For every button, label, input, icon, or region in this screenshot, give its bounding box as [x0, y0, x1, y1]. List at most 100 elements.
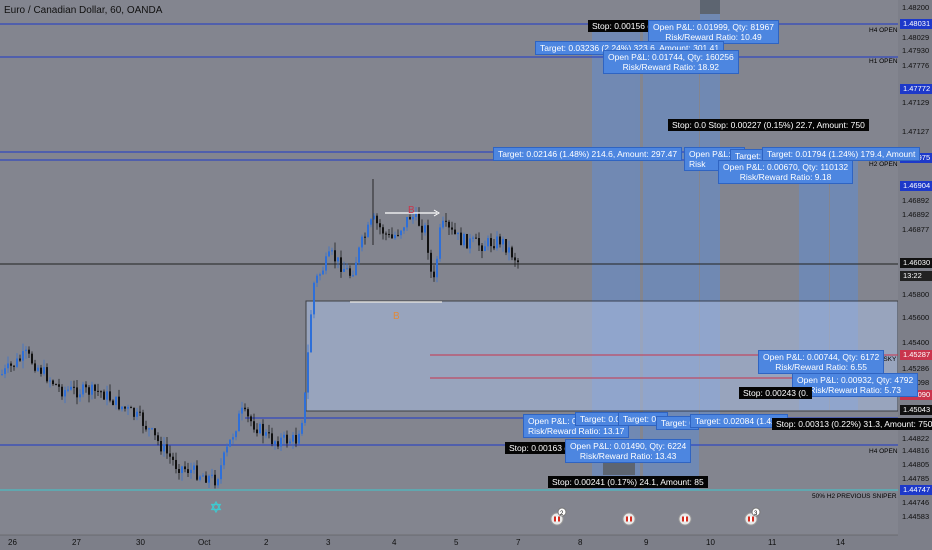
candle-body [394, 234, 396, 239]
time-tick: Oct [198, 538, 211, 547]
stop-label[interactable]: Stop: 0.00243 (0. [739, 387, 813, 399]
candle-body [73, 386, 75, 388]
candle-body [517, 260, 519, 263]
candle-body [181, 466, 183, 473]
candle-body [283, 434, 285, 438]
candle-body [115, 396, 117, 406]
candle-body [34, 363, 36, 371]
candle-body [262, 423, 264, 436]
candle-body [133, 407, 135, 417]
candle-body [46, 367, 48, 382]
current-price-tag: 1.46030 [900, 258, 932, 268]
candle-body [454, 229, 456, 235]
candle-body [205, 475, 207, 483]
stop-label[interactable]: Stop: 0.00241 (0.17%) 24.1, Amount: 85 [548, 476, 708, 488]
candle-body [40, 367, 42, 374]
candle-body [451, 227, 453, 230]
event-flags[interactable]: 2 3 [550, 507, 761, 526]
candle-body [472, 237, 474, 239]
time-tick: 8 [578, 538, 583, 547]
candle-body [337, 257, 339, 262]
price-tag: 1.44747 [900, 485, 932, 495]
candle-body [250, 416, 252, 422]
candle-body [496, 236, 498, 249]
candle-body [118, 396, 120, 410]
position-pnl-label[interactable]: Open P&L: 0.00932, Qty: 4792 Risk/Reward … [792, 373, 919, 397]
flag-canada-icon [678, 512, 692, 526]
candle-body [244, 407, 246, 410]
candle-body [289, 441, 291, 444]
candle-body [310, 314, 312, 353]
position-pnl-label[interactable]: Open P&L: 0.00744, Qty: 6172 Risk/Reward … [758, 350, 885, 374]
stop-label[interactable]: Stop: 0.00163 (0. [505, 442, 579, 454]
candle-body [55, 384, 57, 386]
price-tick: 1.44583 [902, 512, 930, 521]
target-label[interactable]: Target: 0.0 [575, 412, 626, 426]
candle-body [199, 476, 201, 480]
candle-body [13, 365, 15, 367]
candle-body [286, 434, 288, 444]
time-tick: 3 [326, 538, 331, 547]
candle-body [514, 257, 516, 261]
candle-body [502, 238, 504, 245]
pnl-line: Open P&L: 0.00670, Qty: 110132 [723, 162, 849, 172]
time-tick: 2 [264, 538, 269, 547]
level-label-sniper: 50% H2 PREVIOUS SNIPER [812, 493, 897, 500]
candle-body [109, 391, 111, 401]
candle-body [16, 358, 18, 367]
target-label[interactable]: Target: 0.02084 (1.42% [690, 414, 789, 428]
candle-body [211, 474, 213, 476]
candle-body [169, 453, 171, 457]
candle-body [397, 234, 399, 236]
candle-body [121, 406, 123, 410]
candle-body [202, 475, 204, 477]
time-tick: 9 [644, 538, 649, 547]
candle-body [247, 409, 249, 417]
price-tick: 1.47776 [902, 61, 930, 70]
candlesticks [1, 179, 519, 489]
candle-body [469, 238, 471, 249]
candle-body [274, 441, 276, 445]
price-tick: 1.47930 [902, 46, 930, 55]
stop-label[interactable]: Stop: 0.0 Stop: 0.00227 (0.15%) 22.7, Am… [668, 119, 869, 131]
position-pnl-label[interactable]: Open P&L: 0.01490, Qty: 6224 Risk/Reward … [565, 439, 692, 463]
candle-body [1, 374, 3, 376]
position-pnl-label[interactable]: Open P&L: 0.00670, Qty: 110132 Risk/Rewar… [718, 160, 854, 184]
price-tick: 1.46892 [902, 210, 930, 219]
candle-body [334, 250, 336, 262]
rr-line: Risk/Reward Ratio: 13.43 [579, 451, 677, 461]
stop-label[interactable]: Stop: 0.00313 (0.22%) 31.3, Amount: 750 [772, 418, 932, 430]
x-axis-bar[interactable] [0, 535, 932, 550]
candle-body [256, 429, 258, 434]
candle-body [43, 367, 45, 374]
candle-body [37, 367, 39, 371]
position-pnl-label[interactable]: Open P&L: 0.01744, Qty: 160256 Risk/Rewar… [603, 50, 739, 74]
candle-body [28, 349, 30, 354]
stop-label[interactable]: Stop: 0.00156 (0. [588, 20, 662, 32]
pnl-line: Open P&L: 0.0 [528, 416, 584, 426]
candle-body [79, 394, 81, 398]
candle-body [385, 233, 387, 235]
candle-body [67, 389, 69, 391]
candle-body [430, 252, 432, 272]
candle-body [313, 282, 315, 315]
candle-body [460, 232, 462, 246]
candle-body [298, 433, 300, 444]
candle-body [4, 368, 6, 375]
candle-body [304, 392, 306, 423]
time-tick: 30 [136, 538, 145, 547]
price-tag: 1.45287 [900, 350, 932, 360]
rr-line: Risk/Reward Ratio: 10.49 [665, 32, 762, 42]
candle-body [352, 275, 354, 277]
position-pnl-label[interactable]: Open P&L: 0.01999, Qty: 81967 Risk/Reward… [648, 20, 779, 44]
candle-body [457, 232, 459, 235]
pnl-line: Open P&L: 0.00744, Qty: 6172 [763, 352, 880, 362]
time-tick: 7 [516, 538, 521, 547]
pnl-line: Open P&L: 0.01490, Qty: 6224 [570, 441, 687, 451]
target-label[interactable]: Target: 0.01794 (1.24%) 179.4, Amount [762, 147, 921, 161]
target-label[interactable]: Target: 0.02146 (1.48%) 214.6, Amount: 2… [493, 147, 683, 161]
rr-line: Risk/Reward Ratio: 18.92 [622, 62, 720, 72]
candle-body [433, 271, 435, 278]
candle-body [19, 358, 21, 361]
